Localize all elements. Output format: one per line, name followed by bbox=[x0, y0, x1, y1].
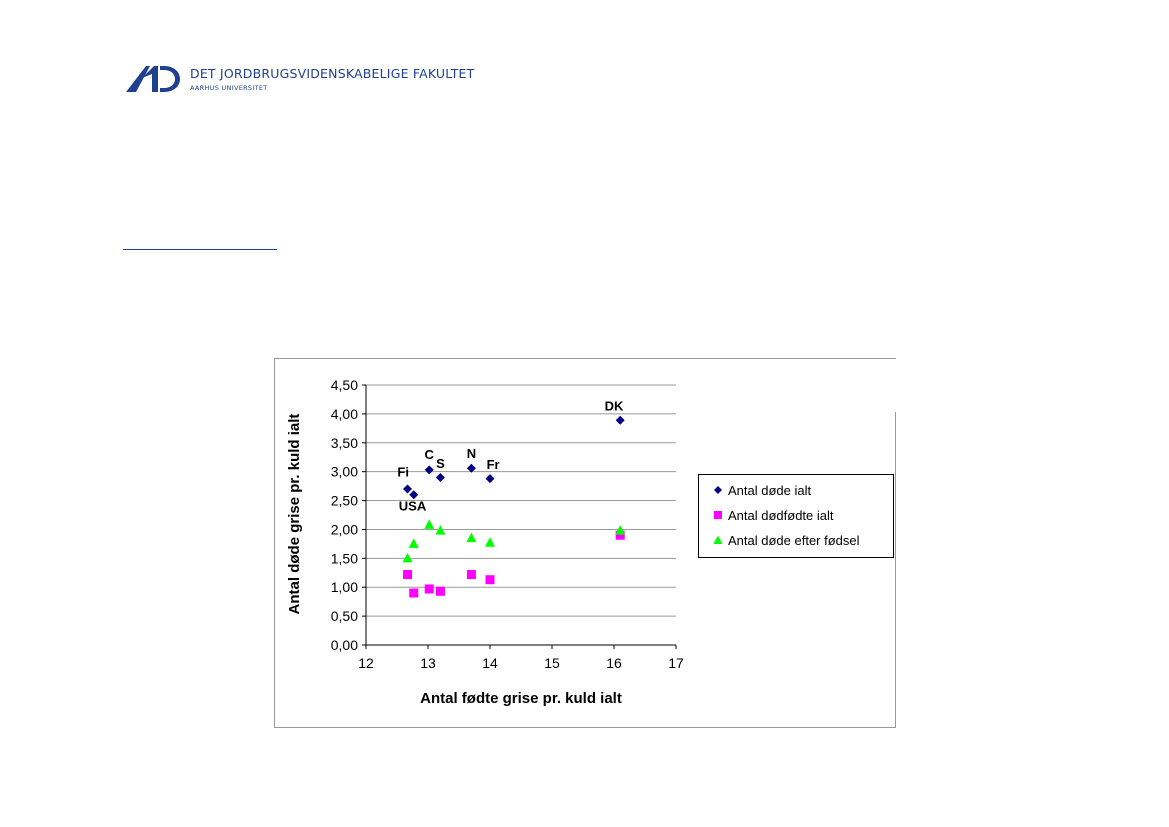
data-point-triangle bbox=[402, 552, 413, 563]
data-point-triangle bbox=[485, 537, 495, 547]
university-name: AARHUS UNIVERSITET bbox=[190, 84, 268, 92]
y-tick-label: 2,50 bbox=[331, 493, 358, 509]
x-tick-label: 13 bbox=[420, 655, 436, 671]
data-point-diamond bbox=[435, 472, 445, 482]
axis-layer bbox=[362, 384, 677, 649]
x-tick-label: 14 bbox=[482, 655, 498, 671]
data-point-diamond bbox=[466, 463, 476, 473]
country-label: S bbox=[436, 456, 445, 471]
data-point-diamond bbox=[424, 465, 434, 475]
y-tick-label: 0,50 bbox=[331, 608, 358, 624]
triangle-marker-icon bbox=[711, 533, 725, 547]
y-tick-label: 2,00 bbox=[331, 521, 358, 537]
hyperlink-underline[interactable] bbox=[123, 249, 277, 250]
y-tick-label: 1,00 bbox=[331, 579, 358, 595]
y-tick-label: 3,50 bbox=[331, 435, 358, 451]
x-tick-label: 17 bbox=[668, 655, 684, 671]
legend-item-antal-doedfoedte-ialt: Antal dødfødte ialt bbox=[711, 506, 834, 524]
x-tick-label: 12 bbox=[358, 655, 374, 671]
country-label: C bbox=[425, 447, 435, 462]
grid-layer bbox=[366, 384, 676, 617]
data-point-square bbox=[485, 575, 495, 585]
legend: Antal døde ialt Antal dødfødte ialt Anta… bbox=[698, 474, 894, 558]
country-label: Fi bbox=[397, 464, 409, 479]
legend-label: Antal døde efter fødsel bbox=[728, 532, 860, 548]
faculty-name: DET JORDBRUGSVIDENSKABELIGE FAKULTET bbox=[190, 66, 475, 81]
data-point-diamond bbox=[409, 490, 419, 500]
university-logo: DET JORDBRUGSVIDENSKABELIGE FAKULTET AAR… bbox=[124, 62, 474, 98]
series-layer bbox=[402, 415, 626, 598]
data-point-diamond bbox=[615, 415, 625, 425]
x-axis-label: Antal fødte grise pr. kuld ialt bbox=[420, 690, 622, 707]
data-point-triangle bbox=[466, 532, 477, 543]
square-marker-icon bbox=[711, 508, 725, 522]
y-tick-label: 3,00 bbox=[331, 464, 358, 480]
y-tick-label: 1,50 bbox=[331, 550, 358, 566]
data-point-triangle bbox=[615, 525, 626, 535]
data-point-square bbox=[466, 570, 476, 580]
data-point-triangle bbox=[435, 525, 446, 535]
country-label: N bbox=[467, 446, 476, 461]
data-point-triangle bbox=[408, 538, 419, 548]
data-point-square bbox=[435, 586, 445, 596]
y-tick-label: 0,00 bbox=[331, 637, 358, 653]
data-point-square bbox=[424, 584, 434, 594]
legend-label: Antal døde ialt bbox=[728, 482, 812, 498]
diamond-marker-icon bbox=[711, 483, 725, 497]
data-point-square bbox=[409, 588, 419, 598]
x-tick-label: 16 bbox=[606, 655, 622, 671]
data-point-triangle bbox=[424, 519, 435, 529]
country-label: DK bbox=[605, 398, 624, 413]
y-tick-label: 4,00 bbox=[331, 406, 358, 422]
legend-item-antal-doede-ialt: Antal døde ialt bbox=[711, 481, 811, 499]
legend-item-antal-doede-efter-foedsel: Antal døde efter fødsel bbox=[711, 531, 860, 549]
tick-labels: 0,00 0,50 1,00 1,50 2,00 2,50 3,00 3,50 4,00 4,50… bbox=[331, 377, 684, 671]
country-label: Fr bbox=[487, 457, 500, 472]
data-point-square bbox=[403, 570, 413, 580]
au-logo-icon bbox=[126, 66, 180, 92]
x-tick-label: 15 bbox=[544, 655, 560, 671]
legend-label: Antal dødfødte ialt bbox=[728, 507, 834, 523]
chart-frame-right-edge bbox=[895, 412, 896, 728]
country-label: USA bbox=[399, 498, 427, 513]
data-point-diamond bbox=[403, 484, 413, 494]
point-annotations: Fi USA CS N Fr DK bbox=[397, 398, 624, 513]
y-tick-label: 4,50 bbox=[331, 377, 358, 393]
y-axis-label: Antal døde grise pr. kuld ialt bbox=[286, 414, 303, 615]
data-point-diamond bbox=[485, 474, 495, 484]
data-point-square bbox=[615, 530, 625, 540]
